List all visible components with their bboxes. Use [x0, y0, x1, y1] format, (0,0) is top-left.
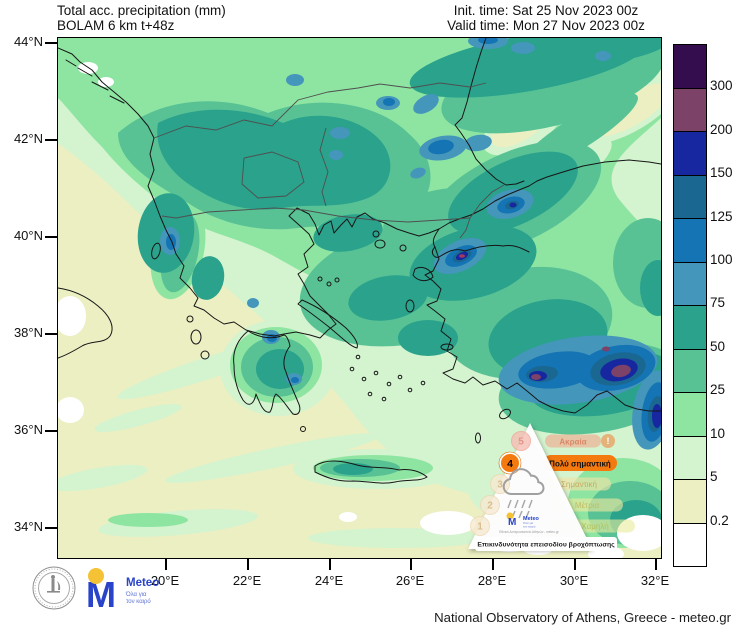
lon-tick — [410, 559, 412, 570]
colorbar-segment — [674, 45, 706, 89]
pill-very-significant: Πολύ σημαντική — [549, 459, 611, 468]
lon-label: 22°E — [232, 573, 262, 588]
colorbar-tick: 200 — [710, 122, 733, 137]
lon-label: 24°E — [314, 573, 344, 588]
lon-tick — [165, 559, 167, 570]
map-title: Total acc. precipitation (mm) — [57, 3, 226, 18]
colorbar-segment — [674, 306, 706, 350]
lat-tick — [45, 527, 57, 529]
lat-label: 36°N — [13, 422, 43, 437]
colorbar-tick: 50 — [710, 339, 726, 354]
pyramid-credit: Εθνικό Αστεροσκοπείο Αθηνών - meteo.gr — [499, 530, 559, 534]
seal-figure-icon — [47, 575, 61, 593]
colorbar-segment — [674, 132, 706, 176]
noa-seal — [31, 565, 77, 616]
level-3: 3 — [497, 480, 503, 491]
level-1: 1 — [477, 522, 483, 533]
lon-label: 20°E — [150, 573, 180, 588]
pyramid-triangle — [468, 423, 592, 549]
svg-text:Meteo: Meteo — [126, 577, 159, 589]
colorbar-segment — [674, 480, 706, 524]
colorbar — [673, 44, 707, 567]
lat-tick — [45, 139, 57, 141]
lat-tick — [45, 430, 57, 432]
lat-label: 38°N — [13, 325, 43, 340]
warning-pyramid: Ακραία ! Σημαντική Μέτρια Χαμηλή Πολύ ση… — [467, 421, 663, 557]
colorbar-segment — [674, 219, 706, 263]
map-header-right: Init. time: Sat 25 Nov 2023 00z Valid ti… — [400, 3, 692, 33]
lon-label: 30°E — [559, 573, 589, 588]
colorbar-tick: 75 — [710, 295, 726, 310]
svg-text:Meteo: Meteo — [523, 516, 540, 522]
level-5: 5 — [518, 437, 524, 448]
model-label: BOLAM 6 km t+48z — [57, 18, 175, 33]
colorbar-segment — [674, 349, 706, 393]
colorbar-segment — [674, 523, 706, 566]
svg-text:!: ! — [607, 436, 610, 446]
init-time-label: Init. time: Sat 25 Nov 2023 00z — [453, 3, 639, 18]
level-2: 2 — [487, 501, 493, 512]
meteo-dot-icon — [506, 512, 514, 520]
colorbar-tick: 5 — [710, 469, 718, 484]
lat-label: 40°N — [13, 228, 43, 243]
colorbar-tick: 150 — [710, 165, 733, 180]
colorbar-tick: 100 — [710, 252, 733, 267]
colorbar-segment — [674, 436, 706, 480]
lat-tick — [45, 236, 57, 238]
svg-text:Όλα για: Όλα για — [125, 592, 147, 598]
colorbar-segment — [674, 393, 706, 437]
exclamation-icon — [601, 434, 615, 448]
pill-significant: Σημαντική — [561, 480, 597, 489]
pill-moderate: Μέτρια — [575, 501, 600, 510]
lat-label: 42°N — [13, 131, 43, 146]
pill-extreme: Ακραία — [559, 438, 586, 447]
lat-label: 34°N — [13, 519, 43, 534]
level-4-active: 4 — [507, 458, 513, 470]
pyramid-caption: Επικινδυνότητα επεισοδίου βροχόπτωσης — [477, 542, 615, 549]
precipitation-map — [48, 22, 688, 562]
lon-label: 32°E — [640, 573, 670, 588]
map-header-left: Total acc. precipitation (mm) BOLAM 6 km… — [57, 3, 226, 33]
colorbar-tick: 300 — [710, 78, 733, 93]
colorbar-segment — [674, 88, 706, 132]
colorbar-tick: 10 — [710, 426, 726, 441]
lat-tick — [45, 333, 57, 335]
contour-200mm — [459, 254, 631, 380]
lon-tick — [329, 559, 331, 570]
pill-low: Χαμηλή — [581, 522, 608, 531]
country-borders — [153, 82, 505, 239]
meteo-dot-icon — [88, 568, 104, 584]
coastlines — [57, 37, 662, 484]
meteo-m-icon: M — [508, 517, 516, 528]
pill-very-significant-bg — [543, 455, 617, 471]
attribution: National Observatory of Athens, Greece -… — [434, 610, 731, 625]
lat-tick — [45, 42, 57, 44]
lon-label: 28°E — [477, 573, 507, 588]
svg-text:τον καιρό: τον καιρό — [523, 525, 536, 529]
lon-label: 26°E — [395, 573, 425, 588]
lat-label: 44°N — [13, 34, 43, 49]
lon-tick — [247, 559, 249, 570]
valid-time-label: Valid time: Mon 27 Nov 2023 00z — [447, 18, 645, 33]
svg-text:Όλα για: Όλα για — [522, 521, 534, 525]
colorbar-tick: 125 — [710, 209, 733, 224]
meteo-logo-small: M Meteo Όλα για τον καιρό Εθνικό Αστεροσ… — [499, 512, 560, 534]
colorbar-tick: 0.2 — [710, 513, 729, 528]
colorbar-tick: 25 — [710, 382, 726, 397]
svg-text:τον καιρό: τον καιρό — [126, 598, 151, 605]
meteo-logo: M Meteo Όλα για τον καιρό — [84, 562, 194, 622]
colorbar-segment — [674, 262, 706, 306]
colorbar-segment — [674, 175, 706, 219]
lon-tick — [655, 559, 657, 570]
lon-tick — [574, 559, 576, 570]
lon-tick — [492, 559, 494, 570]
